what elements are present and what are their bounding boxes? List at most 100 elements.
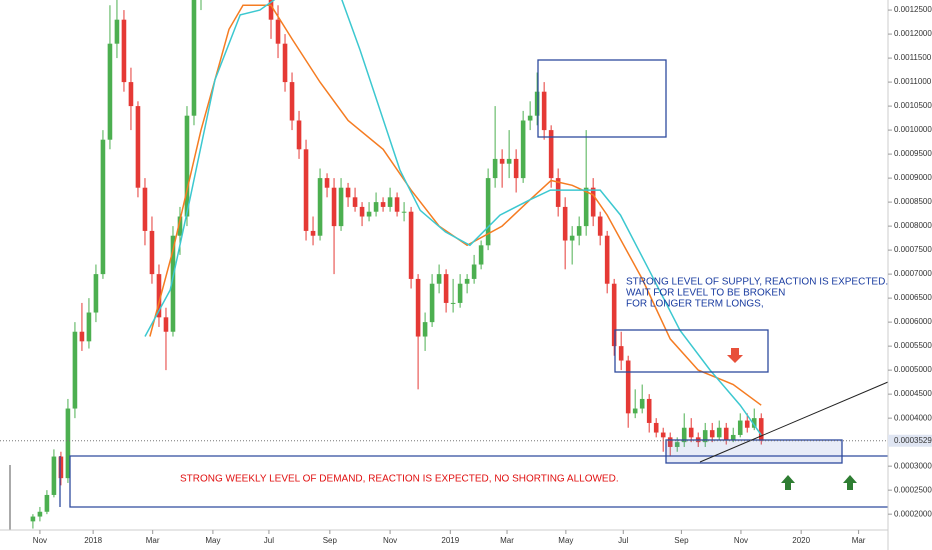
y-tick-label: 0.0012500	[894, 5, 932, 14]
demand-zone	[665, 439, 843, 464]
candle-body	[702, 430, 708, 443]
x-tick-label: Jul	[264, 536, 274, 545]
candle-body	[646, 398, 652, 423]
candle-body	[555, 178, 561, 207]
x-tick-label: Sep	[323, 536, 338, 545]
candle-body	[135, 106, 141, 188]
y-tick-label: 0.0005500	[894, 341, 932, 350]
candle-body	[394, 197, 400, 212]
candle-body	[667, 437, 673, 447]
candle-body	[506, 158, 512, 164]
y-tick-label: 0.0008000	[894, 221, 932, 230]
y-tick-label: 0.0002500	[894, 485, 932, 494]
y-tick-label: 0.0005000	[894, 365, 932, 374]
candle-body	[86, 312, 92, 342]
candle-body	[114, 19, 120, 44]
candle-body	[93, 274, 99, 313]
candle-body	[289, 82, 295, 121]
candle-body	[282, 43, 288, 83]
candle-body	[660, 432, 666, 438]
y-tick-label: 0.0009000	[894, 173, 932, 182]
candle-body	[653, 422, 659, 433]
candle-body	[401, 211, 407, 213]
x-tick-label: Nov	[383, 536, 397, 545]
candle-body	[457, 283, 463, 303]
y-tick-label: 0.0004000	[894, 413, 932, 422]
y-tick-label: 0.0011000	[894, 77, 932, 86]
candle-body	[184, 115, 190, 217]
candle-body	[492, 158, 498, 179]
candle-body	[100, 139, 106, 275]
candle-body	[156, 274, 162, 318]
candle-body	[730, 434, 736, 440]
trend-line	[699, 381, 889, 463]
candle-body	[534, 91, 540, 116]
x-tick-label: Mar	[852, 536, 866, 545]
y-tick-label: 0.0007000	[894, 269, 932, 278]
candle-body	[268, 0, 274, 20]
annotation: FOR LONGER TERM LONGS,	[626, 299, 764, 310]
candle-body	[520, 120, 526, 179]
candle-body	[380, 202, 386, 207]
last-price-label: 0.0003529	[894, 436, 932, 445]
y-tick-label: 0.0011500	[894, 53, 932, 62]
x-tick-label: 2020	[792, 536, 810, 545]
candle-body	[688, 427, 694, 438]
drawings	[9, 59, 889, 530]
candle-body	[72, 331, 78, 409]
candle-body	[443, 274, 449, 303]
candle-body	[723, 427, 729, 440]
candle-body	[716, 427, 722, 438]
x-tick-label: 2018	[84, 536, 102, 545]
candle-body	[674, 442, 680, 447]
y-tick-label: 0.0010500	[894, 101, 932, 110]
candle-body	[527, 115, 533, 121]
candle-body	[429, 283, 435, 323]
candle-body	[625, 360, 631, 414]
plot-area	[30, 0, 764, 529]
y-tick-label: 0.0008500	[894, 197, 932, 206]
candle-body	[373, 202, 379, 212]
candle-body	[177, 216, 183, 236]
candle-body	[352, 197, 358, 207]
annotation: STRONG LEVEL OF SUPPLY, REACTION IS EXPE…	[626, 277, 888, 288]
candle-body	[30, 516, 36, 522]
candle-body	[51, 456, 57, 495]
candle-body	[681, 427, 687, 443]
last-price-box	[888, 434, 932, 447]
candle-body	[632, 408, 638, 414]
x-tick-label: Nov	[734, 536, 748, 545]
x-tick-label: 2019	[441, 536, 459, 545]
arrow-up	[781, 475, 795, 490]
candle-body	[744, 420, 750, 428]
y-tick-label: 0.0006500	[894, 293, 932, 302]
candle-body	[541, 91, 547, 131]
candle-body	[121, 19, 127, 83]
candle-body	[191, 0, 197, 116]
y-tick-label: 0.0012000	[894, 29, 932, 38]
candle-body	[37, 511, 43, 517]
demand-level	[69, 455, 888, 508]
candle-body	[149, 230, 155, 275]
y-tick-label: 0.0010000	[894, 125, 932, 134]
candle-body	[604, 235, 610, 284]
candle-body	[422, 322, 428, 337]
candle-body	[296, 120, 302, 150]
x-tick-label: Nov	[33, 536, 47, 545]
supply-zone	[537, 59, 667, 138]
y-tick-label: 0.0004500	[894, 389, 932, 398]
candle-body	[737, 420, 743, 435]
arrow-up	[843, 475, 857, 490]
y-tick-label: 0.0009500	[894, 149, 932, 158]
candle-body	[107, 43, 113, 140]
x-tick-label: Jul	[618, 536, 628, 545]
candle-body	[639, 398, 645, 409]
candle-body	[331, 187, 337, 227]
candle-body	[709, 430, 715, 438]
x-tick-label: Mar	[500, 536, 514, 545]
supply-zone	[614, 329, 769, 373]
y-tick-label: 0.0006000	[894, 317, 932, 326]
candle-body	[597, 216, 603, 236]
moving-average	[149, 4, 762, 406]
arrow-down	[727, 348, 743, 363]
